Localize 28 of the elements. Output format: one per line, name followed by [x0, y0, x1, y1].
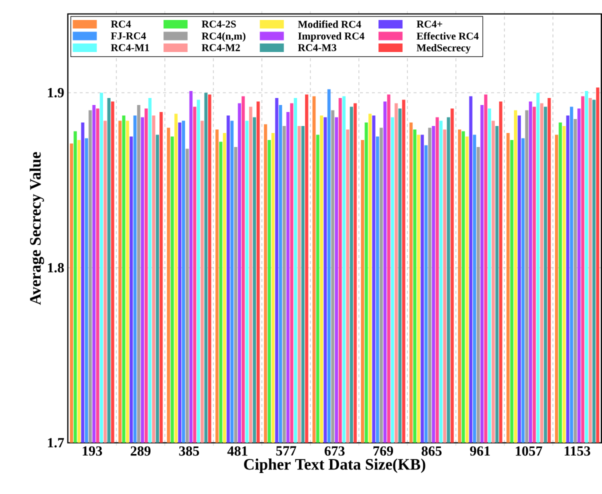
- x-tick-label: 961: [470, 446, 490, 456]
- x-tick-label: 481: [227, 446, 248, 456]
- x-tick-label: 769: [373, 446, 394, 456]
- x-axis-title: Cipher Text Data Size(KB): [244, 458, 426, 474]
- legend-label: RC4-M2: [202, 44, 240, 52]
- x-tick-label: 193: [82, 446, 102, 456]
- x-tick-label: 673: [324, 446, 345, 456]
- x-tick-label: 289: [130, 446, 151, 456]
- legend-label: RC4: [110, 20, 131, 28]
- legend-label: RC4-M1: [110, 44, 150, 52]
- y-tick-label: 1.9: [48, 88, 64, 98]
- x-tick-label: 1057: [516, 446, 542, 456]
- x-tick-label: 385: [179, 446, 200, 456]
- legend-label: RC4-M3: [298, 44, 336, 52]
- legend-label: MedSecrecy: [416, 44, 471, 54]
- y-tick-label: 1.8: [48, 263, 64, 273]
- x-tick-label: 1153: [564, 446, 590, 456]
- x-tick-label: 865: [422, 446, 442, 456]
- legend-label: Modified RC4: [298, 20, 362, 28]
- legend-label: Effective RC4: [416, 32, 479, 40]
- y-tick-label: 1.7: [48, 438, 64, 448]
- y-axis-title: Average Secrecy Value: [30, 152, 44, 306]
- legend-label: RC4+: [416, 20, 442, 28]
- legend-label: RC4-2S: [202, 20, 236, 28]
- legend-label: FJ-RC4: [110, 32, 146, 40]
- x-tick-label: 577: [276, 446, 296, 456]
- legend-label: Improved RC4: [298, 32, 364, 42]
- legend-label: RC4(n,m): [202, 32, 246, 42]
